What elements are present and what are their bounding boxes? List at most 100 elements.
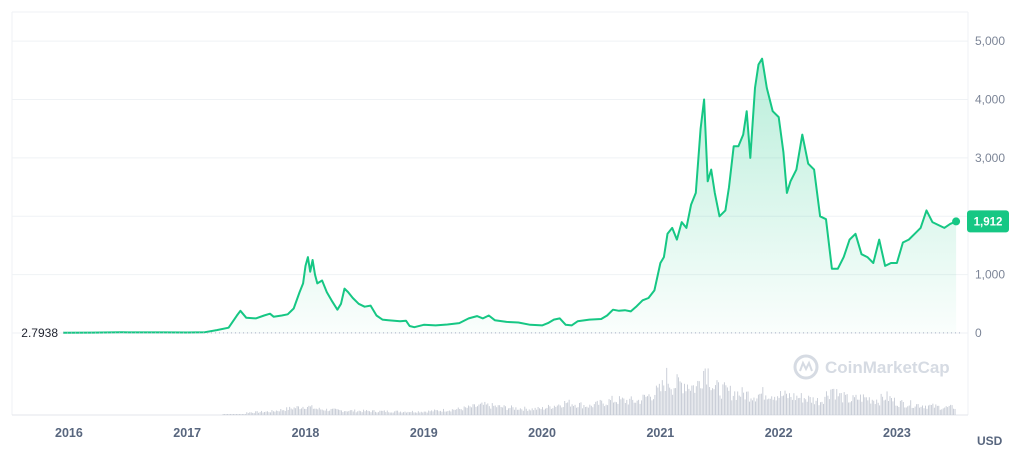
volume-bar	[380, 410, 382, 415]
volume-bar	[238, 414, 240, 415]
y-tick-label: 0	[975, 326, 982, 340]
volume-bar	[258, 412, 260, 415]
volume-bar	[635, 402, 637, 415]
volume-bar	[305, 408, 307, 415]
volume-bar	[432, 411, 434, 415]
volume-bar	[304, 408, 305, 415]
volume-bar	[342, 412, 344, 415]
volume-bar	[905, 407, 907, 415]
volume-bar	[534, 407, 536, 415]
volume-bar	[540, 409, 542, 415]
volume-bar	[629, 398, 631, 415]
volume-bar	[429, 411, 431, 415]
volume-bar	[713, 389, 715, 415]
volume-bar	[230, 414, 231, 415]
volume-bar	[812, 397, 814, 415]
volume-bar	[720, 398, 722, 415]
volume-bar	[731, 400, 733, 415]
volume-bar	[491, 403, 493, 415]
volume-bar	[692, 385, 694, 415]
volume-bar	[765, 395, 767, 415]
volume-bar	[888, 401, 889, 415]
volume-bar	[681, 382, 682, 415]
volume-bar	[914, 406, 916, 415]
volume-bar	[688, 388, 690, 415]
volume-bar	[284, 410, 286, 415]
volume-bar	[420, 411, 422, 415]
volume-bar	[546, 407, 548, 415]
volume-bar	[289, 406, 291, 415]
volume-bar	[831, 388, 833, 415]
volume-bar	[428, 410, 430, 415]
volume-bar	[416, 412, 418, 415]
volume-bar	[904, 407, 906, 415]
volume-bar	[691, 385, 693, 415]
volume-bar	[530, 410, 532, 415]
volume-bar	[466, 407, 468, 415]
volume-bar	[398, 412, 400, 415]
volume-bar	[477, 406, 478, 415]
volume-bar	[790, 396, 792, 415]
volume-bar	[296, 406, 298, 415]
volume-bar	[493, 405, 495, 415]
volume-bar	[360, 411, 362, 415]
volume-bar	[377, 412, 379, 415]
volume-bar	[849, 402, 851, 415]
volume-bar	[712, 388, 714, 415]
x-tick-label: 2018	[292, 426, 320, 440]
volume-bar	[893, 397, 895, 415]
volume-bar	[274, 411, 276, 415]
volume-bar	[277, 410, 279, 415]
volume-bar	[802, 402, 804, 415]
volume-bar	[505, 406, 507, 415]
volume-bar	[577, 407, 579, 415]
volume-bar	[701, 388, 703, 415]
volume-bar	[559, 405, 561, 415]
volume-bar	[669, 387, 671, 415]
volume-bar	[654, 394, 656, 415]
volume-bar	[550, 408, 552, 415]
volume-bar	[346, 411, 348, 415]
volume-bar	[268, 412, 270, 415]
volume-bar	[589, 404, 591, 415]
volume-bar	[286, 407, 288, 415]
volume-bar	[632, 399, 634, 415]
volume-bar	[581, 408, 583, 415]
volume-bar	[485, 404, 487, 415]
volume-bar	[716, 380, 718, 415]
volume-bar	[502, 407, 504, 415]
volume-bar	[323, 410, 325, 415]
volume-bar	[448, 410, 450, 415]
volume-bar	[584, 406, 586, 415]
volume-bar	[255, 411, 257, 415]
volume-bar	[388, 412, 390, 415]
volume-bar	[759, 393, 761, 415]
volume-bar	[394, 411, 396, 415]
volume-bar	[800, 393, 802, 415]
volume-bar	[602, 403, 604, 415]
volume-bar	[425, 411, 427, 415]
volume-bar	[413, 412, 415, 415]
volume-bar	[732, 395, 734, 415]
volume-bar	[447, 411, 449, 415]
volume-bar	[240, 414, 242, 415]
volume-bar	[851, 401, 853, 415]
volume-bar	[652, 399, 654, 415]
volume-bar	[568, 399, 570, 415]
volume-bar	[689, 390, 691, 415]
volume-bar	[719, 395, 721, 415]
volume-bar	[837, 396, 839, 415]
volume-bar	[293, 407, 295, 415]
volume-bar	[224, 414, 226, 415]
volume-bar	[617, 403, 619, 415]
volume-bar	[757, 394, 759, 415]
volume-bar	[295, 408, 297, 415]
volume-bar	[355, 412, 357, 415]
volume-bar	[596, 400, 598, 415]
volume-bar	[509, 407, 511, 415]
volume-bar	[367, 410, 369, 415]
volume-bar	[228, 414, 230, 415]
volume-bar	[775, 400, 777, 415]
volume-bar	[644, 394, 645, 415]
